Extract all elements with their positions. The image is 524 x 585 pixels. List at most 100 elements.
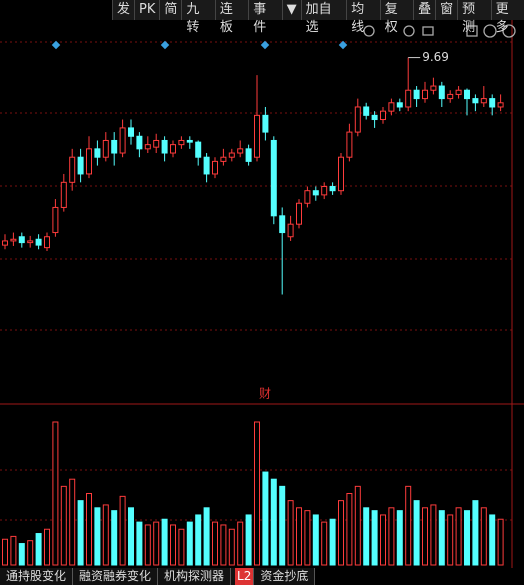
candle-body (321, 186, 328, 196)
volume-bar (44, 528, 50, 566)
volume-bar (388, 507, 395, 566)
candle-body (380, 110, 386, 121)
event-marker (160, 40, 170, 50)
candle-body (464, 89, 470, 100)
volume-bar (464, 510, 470, 566)
volume-bar (52, 421, 59, 566)
toolbar-button[interactable]: 复权 (379, 0, 413, 35)
toolbar-button[interactable]: 预测 (457, 0, 490, 35)
volume-bar (287, 500, 294, 566)
volume-bar (178, 528, 185, 566)
chart-tools[interactable] (363, 24, 516, 38)
candle-body (111, 139, 118, 154)
candle-body (77, 156, 84, 175)
tab[interactable]: 融资融券变化 (73, 568, 159, 585)
volume-bar (60, 485, 67, 566)
candle-body (27, 240, 34, 244)
candle-body (237, 148, 244, 154)
candle-body (18, 236, 25, 244)
toolbar-button[interactable]: 简 (159, 0, 181, 20)
volume-bar (413, 500, 420, 566)
zoom-in[interactable] (483, 24, 497, 38)
toolbar-button[interactable]: 九转 (181, 0, 214, 35)
toolbar-button[interactable]: 发 (112, 0, 134, 20)
volume-bar (195, 514, 202, 566)
volume-bar (338, 500, 344, 566)
volume-bar (455, 507, 462, 566)
candle-body (447, 93, 454, 100)
candle-body (254, 114, 260, 158)
toolbar-button[interactable]: 加自选 (300, 0, 347, 35)
toolbar-button[interactable]: 连板 (214, 0, 248, 35)
candle-body (438, 85, 445, 100)
tab[interactable]: 资金抄底 (254, 568, 316, 585)
toolbar-button[interactable]: 事件 (248, 0, 281, 35)
volume-bar (312, 514, 319, 566)
event-marker (338, 40, 348, 50)
candle-body (329, 186, 336, 192)
candle-body (10, 238, 17, 242)
volume-bar (18, 543, 25, 566)
volume-bar (321, 521, 328, 566)
candle-body (52, 206, 59, 234)
candle-body (388, 102, 395, 112)
volume-bar (371, 510, 378, 566)
candle-body (170, 144, 176, 154)
candle-body (128, 127, 134, 137)
toolbar-button[interactable]: 窗 (435, 0, 457, 20)
volume-bar (237, 521, 244, 566)
tool-icon[interactable] (466, 25, 478, 37)
volume-bar (430, 504, 437, 566)
volume-bar (438, 510, 445, 566)
volume-bar (170, 524, 176, 566)
zoom-out[interactable] (502, 24, 516, 38)
candle-body (338, 156, 344, 192)
volume-bar (10, 535, 17, 566)
candle-body (363, 106, 370, 116)
candle-body (212, 160, 218, 175)
volume-bar (472, 500, 479, 566)
candle-body (413, 89, 420, 100)
toolbar-button[interactable]: 叠 (413, 0, 435, 20)
toolbar-button[interactable]: PK (134, 0, 159, 20)
candle-body (455, 89, 462, 95)
candle-body (430, 85, 437, 91)
volume-bar (220, 524, 227, 566)
volume-bar (296, 507, 302, 566)
toolbar-button[interactable]: ▼ (281, 0, 301, 20)
tab[interactable]: L2 (235, 568, 255, 585)
candle-body (203, 156, 210, 175)
candle-body (228, 152, 235, 158)
candle-body (136, 135, 143, 150)
candle-body (262, 114, 269, 133)
candle-body (161, 139, 168, 154)
tool-icon[interactable] (403, 25, 415, 37)
volume-bar (35, 533, 42, 566)
candle-body (472, 98, 479, 104)
volume-bar (422, 507, 428, 566)
volume-bar (262, 471, 269, 566)
volume-bar (102, 504, 109, 566)
toolbar-button[interactable]: 更多 (490, 0, 524, 35)
candle-body (153, 139, 160, 148)
candle-body (371, 114, 378, 121)
volume-bar (497, 518, 504, 566)
tab[interactable]: 通持股变化 (0, 568, 74, 585)
volume-bar (136, 521, 143, 566)
markers (51, 40, 348, 50)
chart: 财 9.69 (0, 20, 524, 568)
candle-body (497, 102, 504, 108)
candle-body (480, 98, 487, 104)
candle-body (2, 240, 8, 246)
panel-label: 财 (259, 387, 271, 401)
tab[interactable]: 机构探测器 (158, 568, 232, 585)
tool-icon[interactable] (422, 26, 434, 36)
volume-bar (69, 478, 76, 566)
candle-body (270, 139, 277, 217)
toolbar-button[interactable]: 均线 (346, 0, 379, 35)
event-marker (260, 40, 270, 50)
candle-body (69, 156, 76, 183)
tool-icon[interactable] (363, 25, 375, 37)
volume-bar (186, 521, 193, 566)
